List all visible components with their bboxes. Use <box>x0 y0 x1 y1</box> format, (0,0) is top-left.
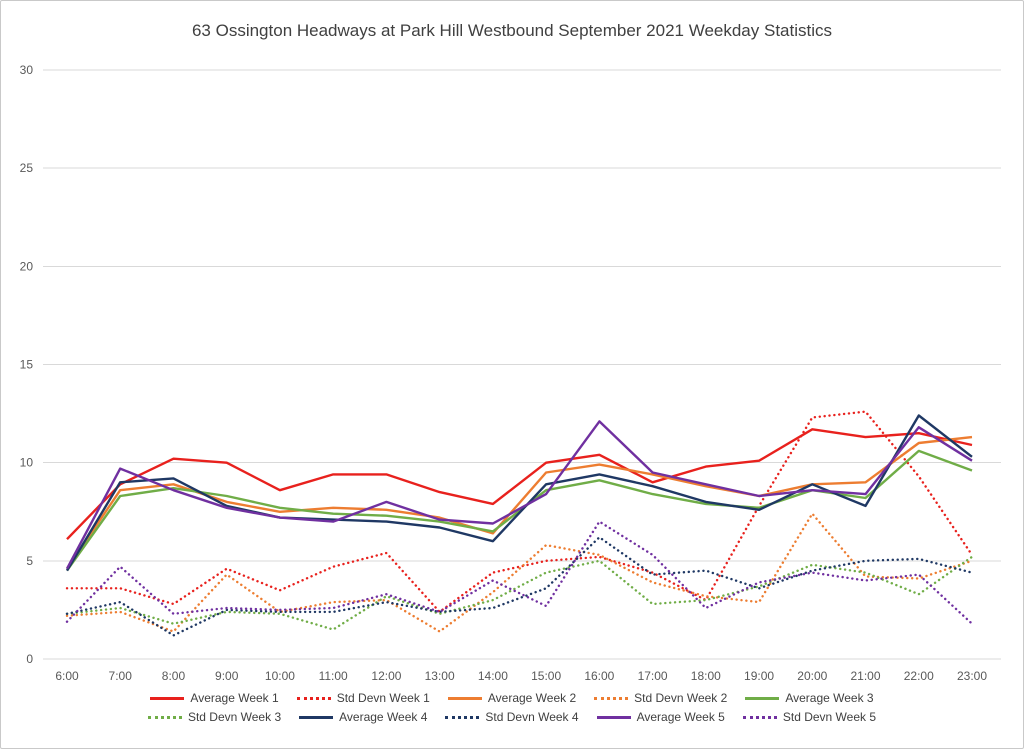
legend-item-std-devn-week-2: Std Devn Week 2 <box>594 691 727 705</box>
series-line-std-devn-week-3 <box>65 555 974 631</box>
y-axis-tick-label: 10 <box>20 456 34 470</box>
legend-swatch-solid-purple <box>596 715 631 719</box>
legend-row-2: Std Devn Week 3 Average Week 4 Std Devn … <box>1 710 1023 724</box>
x-axis-tick-label: 10:00 <box>265 669 295 683</box>
series-line-std-devn-week-5 <box>65 520 974 625</box>
y-axis-tick-label: 20 <box>20 259 34 273</box>
series-line-average-week-4 <box>65 414 973 572</box>
chart-title: 63 Ossington Headways at Park Hill Westb… <box>191 21 833 40</box>
x-axis-tick-label: 20:00 <box>797 669 827 683</box>
legend-item-average-week-2: Average Week 2 <box>447 691 577 705</box>
x-axis-tick-label: 8:00 <box>162 669 186 683</box>
legend-row-1: Average Week 1 Std Devn Week 1 Average W… <box>1 691 1023 705</box>
y-axis-tick-label: 25 <box>20 161 34 175</box>
legend-swatch-solid-navy <box>299 715 334 719</box>
x-axis-tick-label: 9:00 <box>215 669 239 683</box>
legend-label: Std Devn Week 5 <box>782 710 877 724</box>
legend-swatch-dotted-navy <box>445 715 480 719</box>
x-axis-tick-label: 18:00 <box>691 669 721 683</box>
series-line-average-week-1 <box>66 428 973 541</box>
x-axis-tick-label: 15:00 <box>531 669 561 683</box>
x-axis-tick-label: 13:00 <box>425 669 455 683</box>
y-axis-tick-label: 30 <box>20 63 34 77</box>
legend-label: Average Week 4 <box>339 710 428 724</box>
legend: Average Week 1 Std Devn Week 1 Average W… <box>1 691 1023 724</box>
legend-item-std-devn-week-3: Std Devn Week 3 <box>147 710 282 724</box>
legend-label: Average Week 2 <box>487 691 577 705</box>
x-axis-tick-label: 6:00 <box>55 669 79 683</box>
x-axis-tick-label: 21:00 <box>851 669 881 683</box>
x-axis-tick-label: 12:00 <box>371 669 401 683</box>
legend-item-average-week-3: Average Week 3 <box>745 691 874 705</box>
legend-item-std-devn-week-4: Std Devn Week 4 <box>445 710 579 724</box>
legend-label: Std Devn Week 4 <box>485 710 579 724</box>
legend-swatch-dotted-orange <box>594 696 629 700</box>
legend-label: Std Devn Week 1 <box>336 691 430 705</box>
x-axis-tick-label: 11:00 <box>319 669 348 683</box>
legend-label: Std Devn Week 2 <box>634 691 728 705</box>
series-line-std-devn-week-4 <box>65 536 974 637</box>
legend-item-average-week-5: Average Week 5 <box>596 710 725 724</box>
series-line-average-week-5 <box>65 420 973 570</box>
legend-swatch-solid-green <box>745 696 780 700</box>
series-line-std-devn-week-1 <box>65 410 974 614</box>
x-axis-tick-label: 14:00 <box>478 669 508 683</box>
legend-label: Average Week 5 <box>636 710 725 724</box>
legend-swatch-dotted-red <box>296 696 331 700</box>
legend-item-std-devn-week-5: Std Devn Week 5 <box>742 710 877 724</box>
y-axis-tick-label: 15 <box>20 358 34 372</box>
legend-label: Average Week 3 <box>785 691 874 705</box>
x-axis-tick-label: 23:00 <box>957 669 987 683</box>
legend-item-average-week-1: Average Week 1 <box>150 691 279 705</box>
legend-label: Std Devn Week 3 <box>187 710 282 724</box>
x-axis-tick-label: 7:00 <box>109 669 133 683</box>
x-axis-tick-label: 19:00 <box>744 669 774 683</box>
legend-swatch-solid-orange <box>447 696 482 700</box>
x-axis-tick-label: 22:00 <box>904 669 934 683</box>
legend-item-std-devn-week-1: Std Devn Week 1 <box>296 691 430 705</box>
y-axis-tick-label: 5 <box>26 554 33 568</box>
legend-label: Average Week 1 <box>190 691 279 705</box>
legend-swatch-solid-red <box>150 696 185 700</box>
series-line-average-week-3 <box>66 449 973 572</box>
series-line-std-devn-week-2 <box>65 512 974 633</box>
plot-area: 0 5 10 15 20 25 30 6:00 7:00 8:00 9:00 10:00 11:00 12… <box>20 63 1001 683</box>
series-line-average-week-2 <box>66 435 973 570</box>
legend-swatch-dotted-purple <box>742 715 777 719</box>
x-axis-tick-label: 17:00 <box>638 669 668 683</box>
legend-item-average-week-4: Average Week 4 <box>299 710 427 724</box>
x-axis-tick-label: 16:00 <box>584 669 614 683</box>
y-axis-tick-label: 0 <box>26 652 33 666</box>
legend-swatch-dotted-green <box>147 715 182 719</box>
